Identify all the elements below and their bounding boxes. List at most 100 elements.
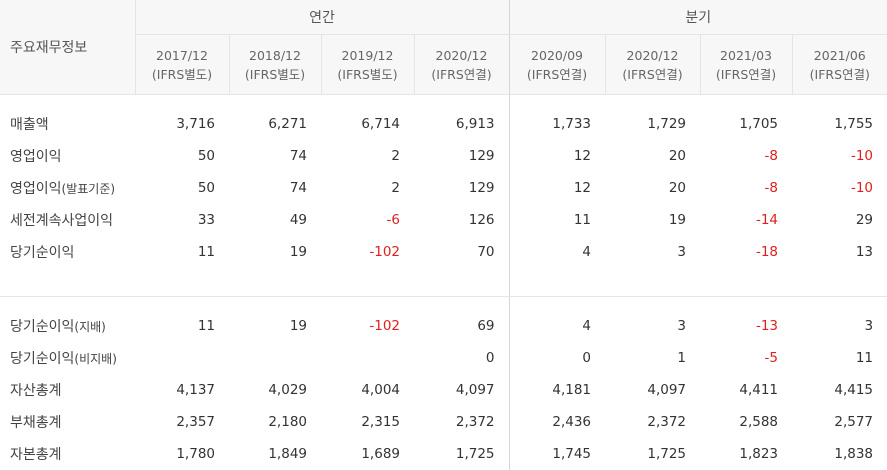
period-basis: (IFRS연결)	[510, 65, 605, 84]
table-cell: 2,436	[509, 406, 605, 438]
table-cell: 2	[321, 172, 414, 204]
table-cell: 4,029	[229, 374, 321, 406]
table-cell: 4,415	[792, 374, 887, 406]
table-cell: 50	[135, 172, 229, 204]
row-label: 당기순이익	[0, 236, 135, 268]
period-date: 2021/06	[793, 46, 887, 65]
row-label-text: 당기순이익	[10, 319, 74, 335]
table-cell: 1,725	[414, 438, 509, 470]
period-date: 2020/12	[606, 46, 700, 65]
row-label-text: 당기순이익	[10, 351, 74, 367]
period-date: 2018/12	[230, 46, 321, 65]
row-label-text: 세전계속사업이익	[10, 213, 113, 229]
row-label-sub: (비지배)	[74, 352, 116, 366]
period-header: 2017/12(IFRS별도)	[135, 35, 229, 95]
table-cell: 0	[509, 342, 605, 374]
table-cell: 19	[605, 204, 700, 236]
table-cell: 2	[321, 140, 414, 172]
table-cell: 69	[414, 297, 509, 343]
table-cell: 74	[229, 140, 321, 172]
period-header: 2021/03(IFRS연결)	[700, 35, 792, 95]
period-date: 2020/12	[415, 46, 509, 65]
table-cell: 2,372	[414, 406, 509, 438]
table-cell: 129	[414, 140, 509, 172]
table-cell: 12	[509, 172, 605, 204]
table-cell: 19	[229, 236, 321, 268]
table-cell: 74	[229, 172, 321, 204]
table-cell: 1,838	[792, 438, 887, 470]
table-cell: 6,714	[321, 95, 414, 141]
row-label: 자본총계	[0, 438, 135, 470]
table-cell: 6,271	[229, 95, 321, 141]
row-label: 영업이익(발표기준)	[0, 172, 135, 204]
table-cell: 2,588	[700, 406, 792, 438]
table-cell	[229, 342, 321, 374]
table-cell: 4,181	[509, 374, 605, 406]
row-label-text: 부채총계	[10, 415, 62, 431]
table-cell: -10	[792, 172, 887, 204]
table-cell: 6,913	[414, 95, 509, 141]
table-cell: 2,357	[135, 406, 229, 438]
table-cell: 1,689	[321, 438, 414, 470]
table-cell: 19	[229, 297, 321, 343]
row-label-text: 영업이익	[10, 181, 62, 197]
table-cell: 4	[509, 236, 605, 268]
group-quarterly: 분기	[509, 0, 887, 35]
table-cell: 29	[792, 204, 887, 236]
table-cell: 20	[605, 140, 700, 172]
table-cell: 11	[792, 342, 887, 374]
table-cell: 3,716	[135, 95, 229, 141]
period-basis: (IFRS연결)	[701, 65, 792, 84]
table-cell: 13	[792, 236, 887, 268]
period-basis: (IFRS연결)	[415, 65, 509, 84]
table-cell: -18	[700, 236, 792, 268]
table-cell: 1,823	[700, 438, 792, 470]
row-label: 세전계속사업이익	[0, 204, 135, 236]
row-label: 자산총계	[0, 374, 135, 406]
corner-label: 주요재무정보	[0, 0, 135, 95]
period-basis: (IFRS연결)	[793, 65, 887, 84]
table-cell: 1,849	[229, 438, 321, 470]
table-cell: 1,705	[700, 95, 792, 141]
table-cell: 11	[509, 204, 605, 236]
group-annual: 연간	[135, 0, 509, 35]
period-basis: (IFRS별도)	[230, 65, 321, 84]
period-basis: (IFRS별도)	[322, 65, 414, 84]
table-cell: 4,004	[321, 374, 414, 406]
table-cell: 2,372	[605, 406, 700, 438]
table-cell: 3	[605, 297, 700, 343]
period-header: 2020/12(IFRS연결)	[414, 35, 509, 95]
table-cell: 0	[414, 342, 509, 374]
table-cell: -13	[700, 297, 792, 343]
period-basis: (IFRS별도)	[136, 65, 229, 84]
table-cell: 4,097	[605, 374, 700, 406]
table-cell: -102	[321, 297, 414, 343]
row-label-text: 자본총계	[10, 447, 62, 463]
row-label-text: 매출액	[10, 117, 49, 133]
table-cell: -14	[700, 204, 792, 236]
table-cell: 50	[135, 140, 229, 172]
table-cell: 126	[414, 204, 509, 236]
section-spacer	[0, 268, 887, 297]
table-cell: 3	[605, 236, 700, 268]
table-cell: 20	[605, 172, 700, 204]
table-cell	[135, 342, 229, 374]
row-label: 당기순이익(비지배)	[0, 342, 135, 374]
table-cell: 4,411	[700, 374, 792, 406]
row-label-text: 자산총계	[10, 383, 62, 399]
table-cell: -10	[792, 140, 887, 172]
period-basis: (IFRS연결)	[606, 65, 700, 84]
period-date: 2019/12	[322, 46, 414, 65]
period-header: 2020/12(IFRS연결)	[605, 35, 700, 95]
table-cell: 49	[229, 204, 321, 236]
row-label: 영업이익	[0, 140, 135, 172]
table-cell: 1,780	[135, 438, 229, 470]
